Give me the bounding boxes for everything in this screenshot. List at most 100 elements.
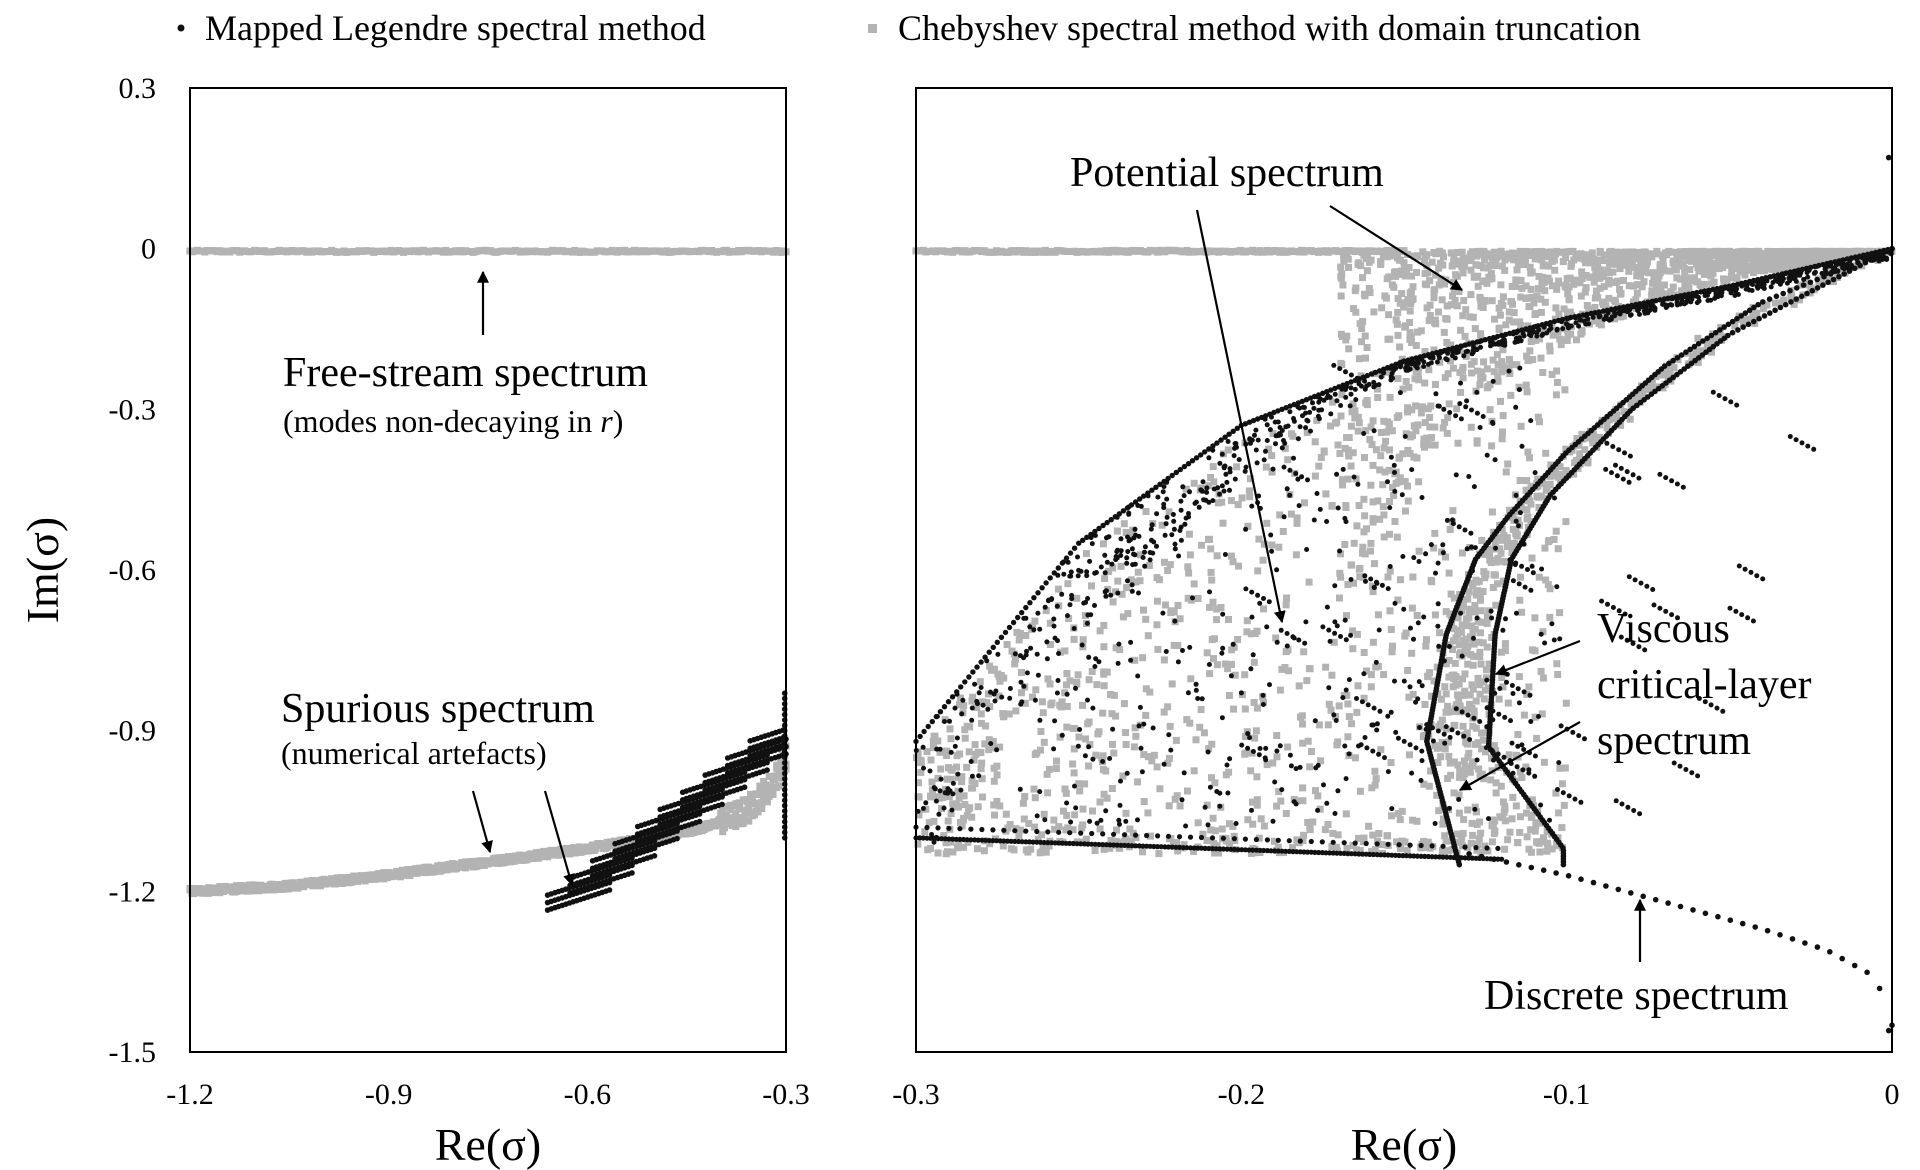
chebyshev-point	[1406, 307, 1414, 315]
chebyshev-point	[1132, 578, 1140, 586]
chebyshev-point	[1451, 659, 1459, 667]
chebyshev-point	[1552, 304, 1560, 312]
chebyshev-point	[1611, 315, 1619, 323]
chebyshev-point	[1254, 567, 1262, 575]
chebyshev-point	[1219, 519, 1227, 527]
chebyshev-point	[1658, 251, 1666, 259]
chebyshev-point	[1108, 710, 1116, 718]
chebyshev-point	[1806, 247, 1813, 255]
chebyshev-point	[914, 840, 922, 848]
chebyshev-point	[961, 801, 969, 808]
chebyshev-point	[1435, 308, 1442, 316]
chebyshev-point	[1394, 331, 1402, 339]
chebyshev-point	[1812, 259, 1820, 267]
chebyshev-point	[1206, 670, 1214, 678]
chebyshev-point	[985, 736, 993, 744]
chebyshev-point	[1827, 247, 1835, 255]
chebyshev-point	[741, 817, 749, 825]
chebyshev-point	[1134, 778, 1142, 786]
chebyshev-point	[1514, 508, 1521, 516]
chebyshev-point	[1363, 525, 1370, 533]
chebyshev-point	[1526, 263, 1534, 271]
chebyshev-point	[1459, 374, 1467, 382]
chebyshev-point	[986, 840, 994, 848]
chebyshev-point	[1494, 554, 1502, 562]
chebyshev-point	[1513, 361, 1521, 369]
left-axis-ticks: -1.2 -0.9 -0.6 -0.30.30-0.3-0.6-0.9-1.2-1.5	[109, 72, 810, 1111]
chebyshev-point	[1535, 503, 1543, 511]
chebyshev-point	[1584, 457, 1592, 465]
chebyshev-point	[1372, 446, 1380, 454]
chebyshev-point	[1534, 413, 1542, 421]
chebyshev-point	[949, 800, 957, 808]
chebyshev-point	[1464, 843, 1472, 851]
chebyshev-point	[1523, 833, 1531, 841]
chebyshev-point	[1217, 604, 1225, 611]
chebyshev-point	[1393, 533, 1401, 541]
chebyshev-point	[969, 784, 977, 792]
chebyshev-point	[1213, 616, 1221, 624]
chebyshev-point	[1408, 406, 1416, 414]
chebyshev-point	[1174, 847, 1182, 855]
chebyshev-point	[1328, 502, 1336, 510]
chebyshev-point	[1430, 346, 1438, 354]
chebyshev-point	[1356, 847, 1364, 855]
chebyshev-point	[1590, 255, 1597, 263]
chebyshev-point	[1462, 352, 1470, 360]
chebyshev-point	[1381, 292, 1389, 300]
chebyshev-point	[1527, 285, 1535, 293]
chebyshev-point	[1675, 253, 1683, 261]
chebyshev-point	[1380, 417, 1388, 425]
chebyshev-point	[1170, 641, 1178, 649]
chebyshev-point	[1603, 424, 1611, 432]
chebyshev-point	[1353, 708, 1361, 716]
chebyshev-point	[1753, 247, 1761, 255]
chebyshev-point	[1540, 758, 1548, 766]
chebyshev-point	[1039, 709, 1047, 717]
chebyshev-point	[1541, 544, 1549, 552]
chebyshev-point	[1361, 512, 1369, 520]
chebyshev-point	[1000, 712, 1008, 720]
chebyshev-point	[1120, 700, 1128, 708]
chebyshev-point	[1419, 248, 1427, 256]
chebyshev-point	[1442, 553, 1449, 561]
chebyshev-point	[1342, 502, 1350, 509]
chebyshev-point	[1425, 317, 1433, 325]
chebyshev-point	[1449, 646, 1456, 653]
chebyshev-point	[1255, 535, 1263, 543]
chebyshev-point	[921, 828, 929, 836]
chebyshev-point	[1497, 782, 1505, 790]
chebyshev-point	[1386, 498, 1393, 505]
chebyshev-point	[1548, 282, 1556, 290]
chebyshev-point	[1575, 441, 1583, 449]
chebyshev-point	[1369, 417, 1377, 425]
chebyshev-point	[1414, 421, 1422, 429]
chebyshev-point	[1199, 830, 1207, 838]
chebyshev-point	[726, 801, 734, 809]
chebyshev-point	[1539, 480, 1546, 487]
chebyshev-point	[1724, 256, 1732, 264]
chebyshev-point	[1441, 280, 1448, 288]
chebyshev-point	[1096, 627, 1104, 635]
chebyshev-point	[1842, 247, 1849, 255]
chebyshev-point	[1184, 787, 1191, 795]
chebyshev-point	[1467, 839, 1475, 847]
chebyshev-point	[1435, 281, 1443, 289]
chebyshev-point	[1203, 837, 1211, 845]
chebyshev-point	[1433, 663, 1441, 671]
chebyshev-point	[1441, 374, 1449, 382]
chebyshev-point	[991, 811, 998, 819]
chebyshev-point	[1002, 810, 1010, 818]
chebyshev-point	[1801, 259, 1809, 267]
chebyshev-point	[1421, 379, 1429, 387]
chebyshev-point	[1113, 826, 1120, 834]
chebyshev-point	[1795, 296, 1803, 304]
chebyshev-point	[1679, 250, 1687, 258]
chebyshev-point	[915, 811, 923, 819]
chebyshev-point	[1322, 663, 1330, 671]
chebyshev-point	[1527, 848, 1535, 856]
chebyshev-point	[1592, 287, 1600, 295]
chebyshev-point	[1194, 819, 1202, 827]
chebyshev-point	[1314, 792, 1322, 800]
chebyshev-point	[1466, 700, 1474, 708]
